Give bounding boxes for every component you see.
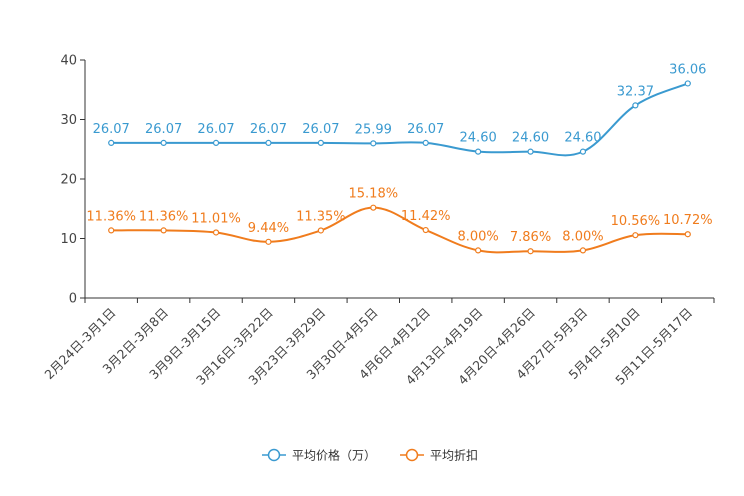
data-label: 26.07 <box>145 122 182 137</box>
data-label: 26.07 <box>197 122 234 137</box>
y-tick-label: 20 <box>60 173 77 188</box>
data-point[interactable] <box>160 139 167 146</box>
data-point[interactable] <box>527 248 534 255</box>
data-label: 24.60 <box>564 131 601 146</box>
data-label: 24.60 <box>460 131 497 146</box>
series-line-1 <box>111 206 688 254</box>
data-point[interactable] <box>632 232 639 239</box>
data-label: 32.37 <box>617 84 654 99</box>
y-tick-label: 10 <box>60 232 77 247</box>
data-label: 26.07 <box>407 122 444 137</box>
legend-item-1[interactable]: 平均折扣 <box>400 448 478 463</box>
data-label: 9.44% <box>248 221 289 236</box>
legend-label: 平均价格（万） <box>292 448 376 463</box>
data-label: 8.00% <box>562 229 603 244</box>
data-point[interactable] <box>265 139 272 146</box>
data-point[interactable] <box>265 238 272 245</box>
data-point[interactable] <box>212 229 220 236</box>
data-label: 10.72% <box>663 213 713 228</box>
data-point[interactable] <box>212 139 220 146</box>
legend-marker-icon <box>405 448 419 462</box>
data-point[interactable] <box>108 227 115 234</box>
data-label: 26.07 <box>93 122 130 137</box>
data-point[interactable] <box>475 247 482 254</box>
y-tick-label: 40 <box>60 54 77 69</box>
data-point[interactable] <box>475 148 482 155</box>
data-point[interactable] <box>317 227 324 234</box>
data-label: 8.00% <box>457 229 498 244</box>
data-point[interactable] <box>527 148 534 155</box>
data-label: 11.42% <box>401 209 451 224</box>
legend-marker-icon <box>267 448 281 462</box>
data-point[interactable] <box>684 80 691 87</box>
data-point[interactable] <box>160 227 167 234</box>
data-label: 11.36% <box>139 209 189 224</box>
data-label: 11.36% <box>86 209 136 224</box>
data-point[interactable] <box>579 247 587 254</box>
data-point[interactable] <box>370 140 377 147</box>
series-layer <box>108 80 691 255</box>
data-point[interactable] <box>632 102 639 109</box>
y-tick-label: 30 <box>60 113 77 128</box>
legend[interactable]: 平均价格（万） 平均折扣 <box>262 448 478 463</box>
data-point[interactable] <box>579 148 587 155</box>
data-label: 26.07 <box>302 122 339 137</box>
data-label: 10.56% <box>611 214 661 229</box>
data-point[interactable] <box>108 139 115 146</box>
legend-item-0[interactable]: 平均价格（万） <box>262 448 376 463</box>
data-label: 11.01% <box>191 211 241 226</box>
series-line-0 <box>111 82 689 157</box>
data-label: 24.60 <box>512 131 549 146</box>
y-tick-label: 0 <box>69 292 77 307</box>
data-label: 11.35% <box>296 209 346 224</box>
data-label: 15.18% <box>349 187 399 202</box>
data-label: 7.86% <box>510 230 551 245</box>
data-label: 25.99 <box>355 122 392 137</box>
data-point[interactable] <box>422 226 429 234</box>
data-point[interactable] <box>370 204 377 211</box>
data-labels: 26.07 26.07 26.07 26.07 26.07 25.99 26.07 24.60… <box>86 62 712 245</box>
data-point[interactable] <box>422 139 429 146</box>
data-label: 36.06 <box>669 62 706 77</box>
legend-label: 平均折扣 <box>430 448 478 463</box>
data-point[interactable] <box>684 231 691 238</box>
data-point[interactable] <box>317 139 324 146</box>
data-label: 26.07 <box>250 122 287 137</box>
